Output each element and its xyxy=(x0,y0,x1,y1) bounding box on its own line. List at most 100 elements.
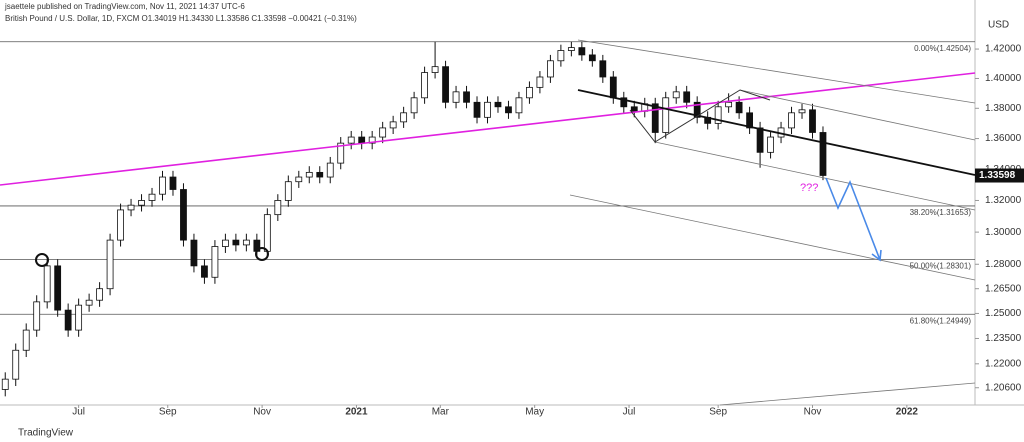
symbol-line: British Pound / U.S. Dollar, 1D, FXCM O1… xyxy=(5,14,357,23)
candle-body xyxy=(305,171,313,178)
candle-body xyxy=(180,189,187,241)
candle-body xyxy=(714,106,722,124)
y-tick-label: 1.36000 xyxy=(985,133,1022,144)
fib-label: 61.80%(1.24949) xyxy=(910,316,972,325)
x-tick-label: Jul xyxy=(72,407,85,418)
candle-body xyxy=(326,162,334,178)
x-tick-label: 2021 xyxy=(345,407,368,418)
candle-body xyxy=(85,299,93,306)
candle-body xyxy=(400,112,408,123)
y-tick-label: 1.40000 xyxy=(985,73,1022,84)
candle-body xyxy=(442,66,449,103)
circle-marker xyxy=(35,253,49,267)
candle-body xyxy=(756,127,764,153)
candle-body xyxy=(567,47,575,51)
candle-body xyxy=(201,265,208,278)
candle-body xyxy=(494,101,502,108)
candle-body xyxy=(33,301,41,331)
y-tick-label: 1.30000 xyxy=(985,227,1022,238)
y-tick-label: 1.26500 xyxy=(985,283,1022,294)
candle-body xyxy=(54,265,62,311)
y-tick-label: 1.20600 xyxy=(985,382,1022,393)
candle-body xyxy=(746,112,753,129)
y-tick-label: 1.23500 xyxy=(985,333,1022,344)
candle-body xyxy=(798,109,806,114)
x-tick-label: May xyxy=(525,407,544,418)
candle-body xyxy=(672,91,680,99)
candle-body xyxy=(484,101,491,118)
candle-body xyxy=(274,200,282,216)
y-tick-label: 1.42000 xyxy=(985,44,1022,55)
candle-body xyxy=(515,97,523,114)
x-tick-label: 2022 xyxy=(896,407,919,418)
candle-body xyxy=(64,309,72,331)
annotation: ??? xyxy=(800,182,818,194)
candle-body xyxy=(127,204,135,211)
candle-body xyxy=(222,239,229,247)
candle-body xyxy=(159,176,166,195)
candle-body xyxy=(22,329,30,351)
x-tick-label: Sep xyxy=(709,407,727,418)
candle-body xyxy=(75,304,83,331)
candle-body xyxy=(43,265,51,303)
candle-body xyxy=(106,239,114,290)
candle-body xyxy=(410,97,418,114)
candle-body xyxy=(421,72,428,99)
y-tick-label: 1.28000 xyxy=(985,259,1022,270)
footer-logo: TradingView xyxy=(18,428,74,439)
x-tick-label: Jul xyxy=(623,407,636,418)
candle-body xyxy=(190,239,198,267)
candle-body xyxy=(473,101,481,118)
candle-body xyxy=(232,239,240,246)
magenta-trendline xyxy=(0,72,976,186)
candle-body xyxy=(683,91,691,103)
candle-body xyxy=(452,91,460,103)
candle-body xyxy=(578,47,586,56)
channel-mid xyxy=(739,89,976,141)
candle-body xyxy=(96,288,103,301)
candle-body xyxy=(557,50,565,62)
channel-lower xyxy=(654,141,976,211)
last-price-box xyxy=(975,168,1024,183)
candle-body xyxy=(725,101,733,108)
candle-body xyxy=(767,136,774,153)
candle-body xyxy=(463,91,470,103)
candle-body xyxy=(693,101,701,118)
candle-body xyxy=(117,209,124,241)
candle-body xyxy=(12,349,20,380)
plot: 1.420001.400001.380001.360001.340001.320… xyxy=(0,41,1022,418)
candle-body xyxy=(148,193,156,201)
candle-body xyxy=(295,176,303,183)
x-tick-label: Nov xyxy=(804,407,822,418)
candle-body xyxy=(809,109,816,133)
candle-body xyxy=(431,66,439,73)
candle-body xyxy=(788,112,795,129)
candle-body xyxy=(263,214,271,252)
candle-body xyxy=(599,60,607,78)
fib-label: 50.00%(1.28301) xyxy=(910,262,972,271)
author-line: jsaettele published on TradingView.com, … xyxy=(4,2,245,11)
x-tick-label: Mar xyxy=(432,407,450,418)
y-tick-label: 1.32000 xyxy=(985,195,1022,206)
arrow-head xyxy=(871,249,882,262)
last-price-label: 1.33598 xyxy=(979,170,1016,181)
candle-body xyxy=(169,176,177,190)
fib-label: 0.00%(1.42504) xyxy=(914,44,971,53)
candle-body xyxy=(358,136,366,144)
y-tick-label: 1.25000 xyxy=(985,308,1022,319)
candle-body xyxy=(347,136,355,144)
lower-trendline xyxy=(719,382,976,406)
x-tick-label: Sep xyxy=(159,407,177,418)
candle-body xyxy=(662,97,670,133)
candle-body xyxy=(819,132,827,176)
candle-body xyxy=(526,86,533,99)
candle-body xyxy=(316,171,324,178)
x-tick-label: Nov xyxy=(253,407,271,418)
candle-body xyxy=(368,136,376,144)
candle-body xyxy=(651,103,659,133)
y-tick-label: 1.38000 xyxy=(985,103,1022,114)
candle-body xyxy=(547,60,554,78)
candle-body xyxy=(620,97,628,108)
